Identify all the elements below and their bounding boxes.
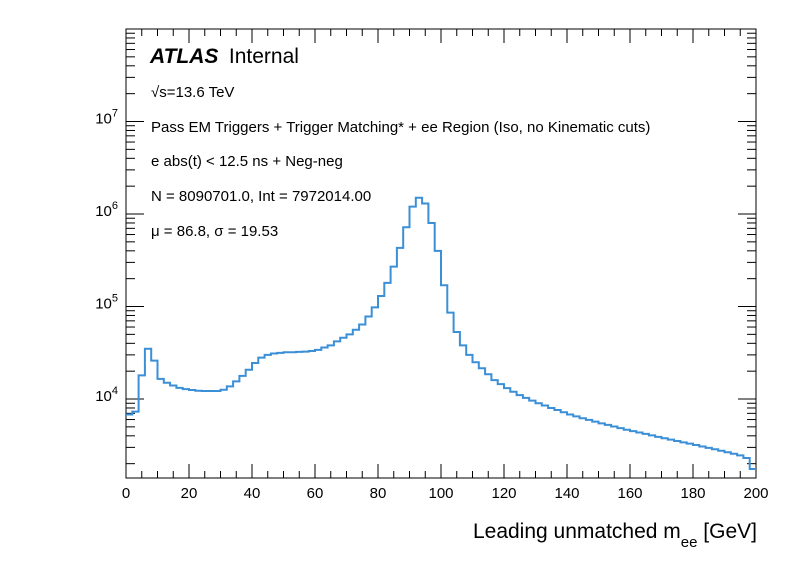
energy-annotation: √s=13.6 TeV [151,84,234,101]
y-tick-label: 107 [95,108,118,128]
y-axis-tick-labels: 104 105 106 107 [95,108,118,406]
x-tick-label: 80 [370,485,387,502]
x-axis-label: Leading unmatched mee [GeV] [473,520,757,551]
x-tick-label: 180 [680,485,705,502]
x-axis-ticks [125,29,757,478]
x-tick-label: 200 [743,485,768,502]
x-tick-label: 120 [491,485,516,502]
x-tick-label: 160 [617,485,642,502]
x-tick-label: 20 [181,485,198,502]
x-tick-label: 100 [428,485,453,502]
y-axis-ticks [126,28,756,465]
atlas-label: ATLAS Internal [149,45,299,68]
selection-annotation: Pass EM Triggers + Trigger Matching* + e… [151,119,650,136]
counts-annotation: N = 8090701.0, Int = 7972014.00 [151,188,371,205]
stats-annotation: μ = 86.8, σ = 19.53 [151,223,278,240]
x-tick-label: 60 [307,485,324,502]
x-tick-label: 0 [122,485,130,502]
timing-annotation: e abs(t) < 12.5 ns + Neg-neg [151,153,343,170]
y-tick-label: 105 [95,293,118,313]
histogram-step-line [126,196,756,471]
y-tick-label: 104 [95,385,118,405]
x-tick-label: 40 [244,485,261,502]
x-tick-label: 140 [554,485,579,502]
x-axis-tick-labels: 0 20 40 60 80 100 120 140 160 180 200 [122,485,769,502]
y-tick-label: 106 [95,200,118,220]
